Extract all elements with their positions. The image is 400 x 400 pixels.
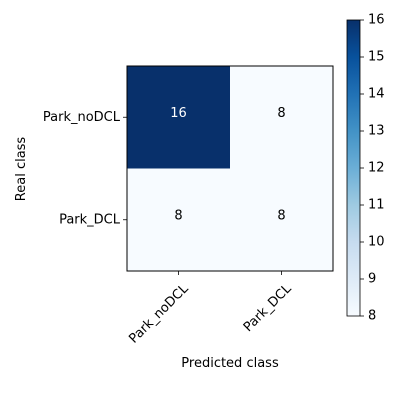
colorbar-tick-label: 9: [368, 272, 376, 287]
colorbar-tick-label: 13: [368, 124, 385, 139]
colorbar-tick-label: 12: [368, 161, 385, 176]
cell-value-label: 8: [174, 208, 182, 223]
heatmap-cells: 16 8 8 8: [127, 66, 334, 272]
y-tick-label: Park_DCL: [59, 212, 121, 227]
colorbar-tick-label: 8: [368, 309, 376, 324]
colorbar-tick-label: 10: [368, 235, 385, 250]
x-tick-label: Park_noDCL: [126, 281, 192, 347]
cell-value-label: 8: [277, 208, 285, 223]
y-axis-ticks: Park_noDCL Park_DCL: [43, 110, 127, 227]
plot-frame: [126, 65, 334, 272]
cell-value-label: 16: [170, 106, 187, 121]
colorbar-tick-label: 16: [368, 13, 385, 28]
cell-value-label: 8: [277, 106, 285, 121]
x-tick-label: Park_DCL: [241, 281, 295, 335]
y-axis-label: Real class: [14, 137, 29, 202]
colorbar-tick-label: 14: [368, 87, 385, 102]
heatmap-cell: [127, 66, 231, 169]
y-tick-label: Park_noDCL: [43, 110, 121, 125]
heatmap-cell: [230, 168, 334, 272]
heatmap-cell: [230, 66, 334, 169]
x-axis-label: Predicted class: [181, 356, 279, 371]
x-axis-ticks: Park_noDCL Park_DCL: [126, 271, 295, 347]
colorbar-tick-label: 11: [368, 198, 385, 213]
colorbar-tick-label: 15: [368, 50, 385, 65]
colorbar-ticks: 8 9 10 11 12 13 14 15 16: [360, 13, 385, 324]
colorbar: [346, 19, 361, 317]
heatmap-cell: [127, 168, 231, 272]
